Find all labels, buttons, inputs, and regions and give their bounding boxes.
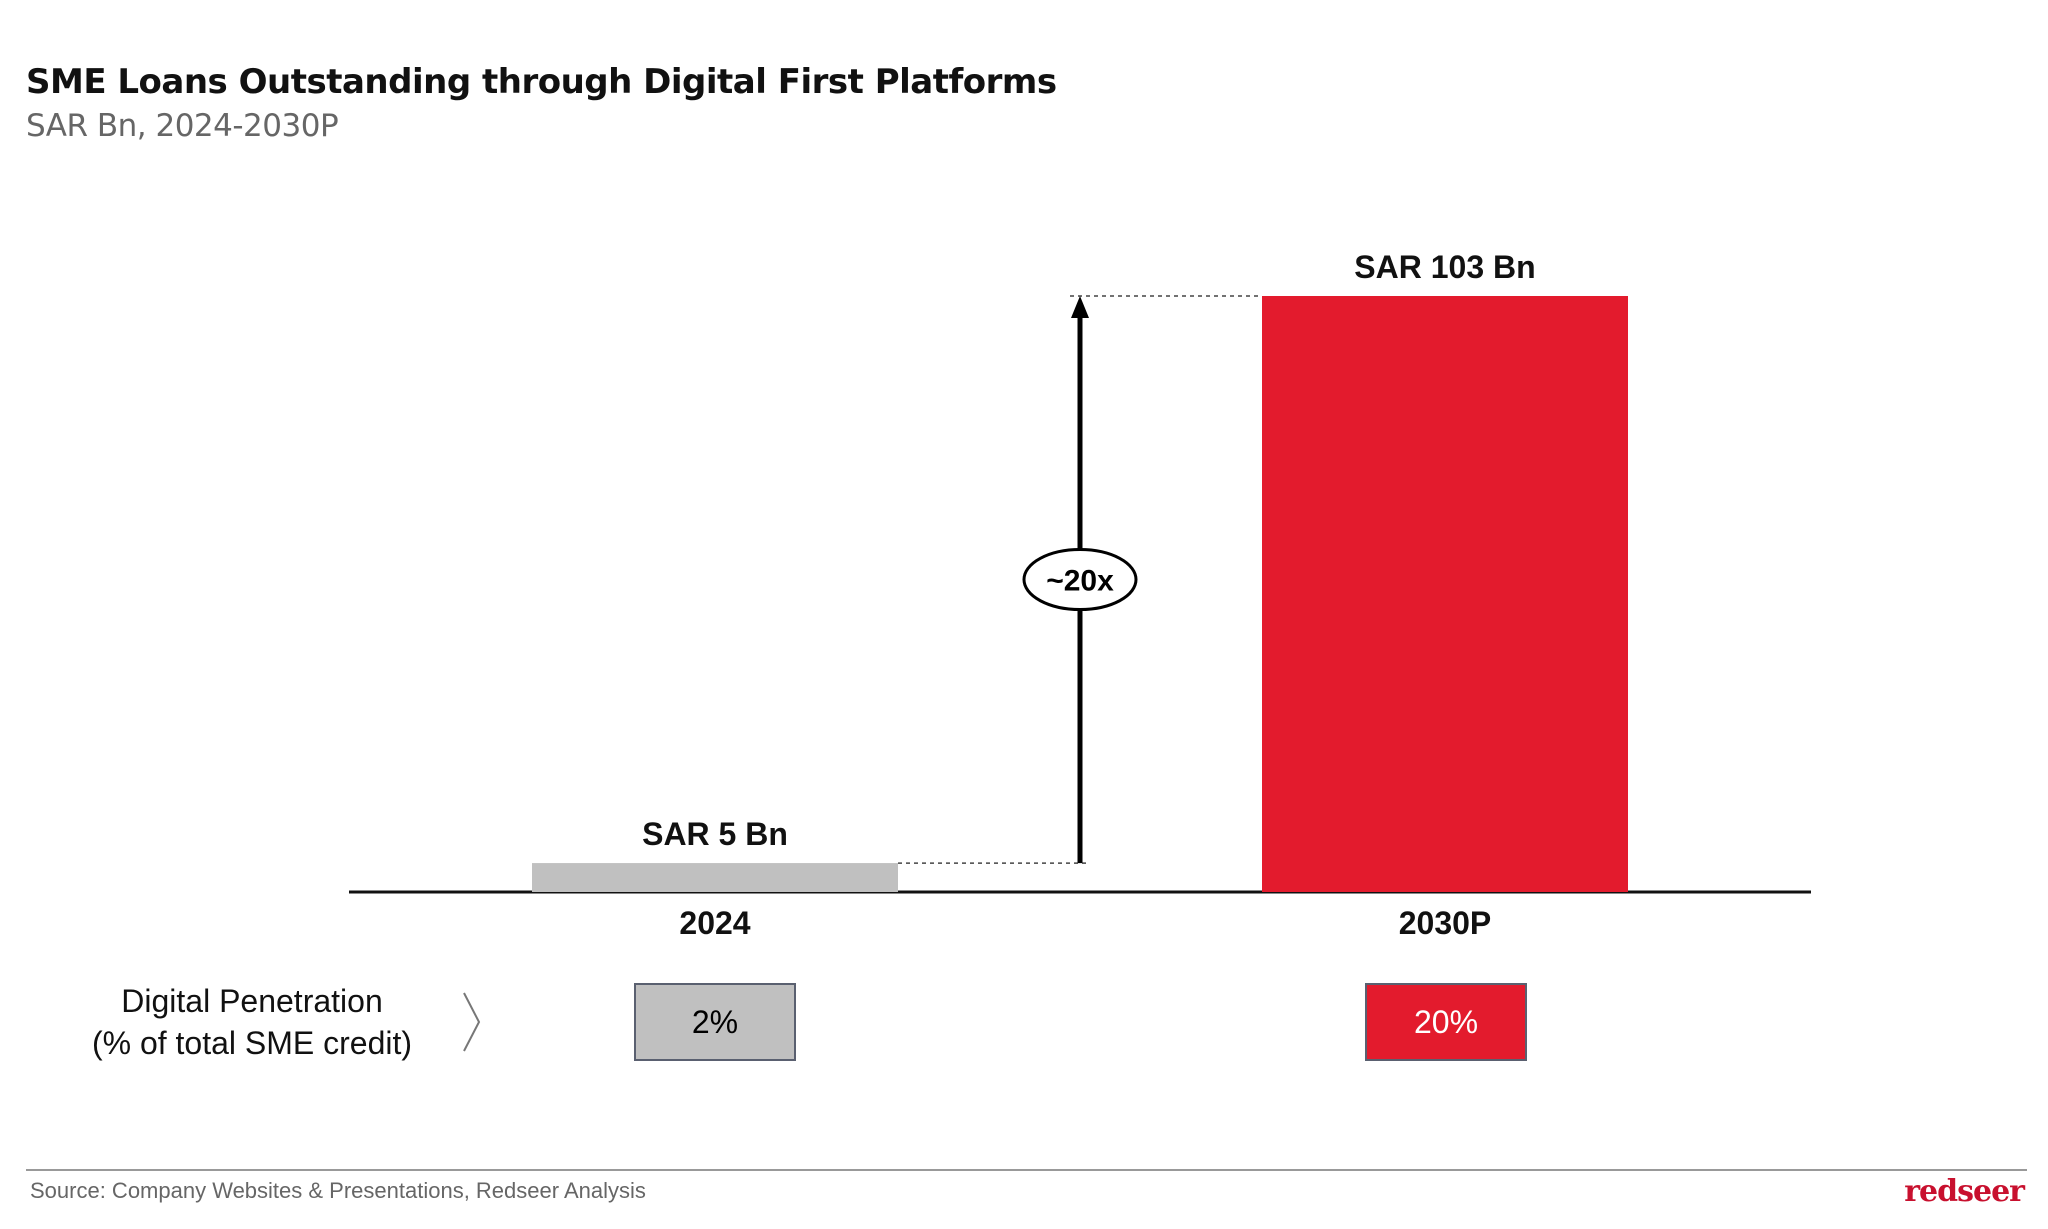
penetration-label-line2: (% of total SME credit): [91, 1025, 413, 1061]
data-label-2024: SAR 5 Bn: [642, 816, 788, 852]
arrow-head-icon: [1071, 296, 1089, 318]
chart-title: SME Loans Outstanding through Digital Fi…: [26, 62, 1057, 102]
penetration-label-line1: Digital Penetration: [121, 983, 383, 1019]
source-note: Source: Company Websites & Presentations…: [30, 1178, 646, 1203]
bar-2030P: [1262, 296, 1628, 892]
x-tick-label-2030P: 2030P: [1399, 905, 1492, 941]
chevron-right-icon: [463, 992, 481, 1052]
data-label-2030P: SAR 103 Bn: [1354, 249, 1535, 285]
redseer-logo: redseer: [1904, 1174, 2025, 1209]
footer-divider: [26, 1169, 2027, 1171]
x-tick-label-2024: 2024: [679, 905, 750, 941]
chart-subtitle: SAR Bn, 2024-2030P: [26, 108, 339, 144]
penetration-box-2024: 2%: [634, 983, 796, 1061]
penetration-box-2030p: 20%: [1365, 983, 1527, 1061]
penetration-label: Digital Penetration (% of total SME cred…: [60, 980, 444, 1064]
growth-multiplier-ellipse: [1022, 548, 1138, 612]
bar-2024: [532, 863, 898, 892]
growth-multiplier-label: ~20x: [1046, 565, 1114, 598]
